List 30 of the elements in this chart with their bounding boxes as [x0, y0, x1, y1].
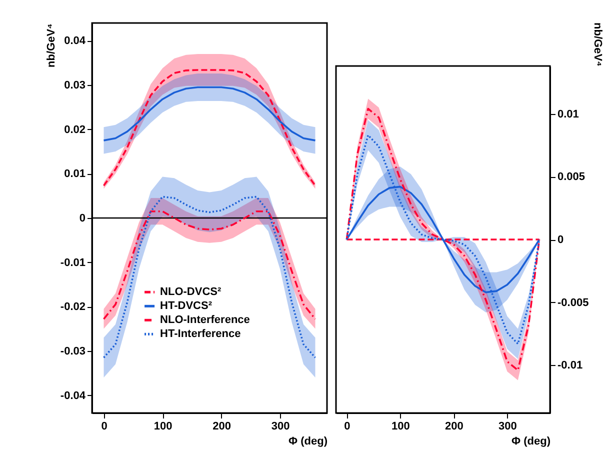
x-axis-title: Φ (deg) [288, 436, 328, 448]
x-tick-label: 200 [212, 420, 231, 432]
x-tick-label: 300 [271, 420, 290, 432]
y-tick-label: 0 [79, 212, 86, 224]
x-tick-label: 0 [101, 420, 108, 432]
y-tick-label: -0.01 [60, 256, 86, 269]
y-tick-label: -0.03 [60, 345, 86, 358]
y-tick-label: 0.02 [64, 124, 86, 136]
y-axis-title: nb/GeV⁴ [45, 24, 58, 68]
y-tick-label: 0 [558, 234, 564, 246]
y-tick-label: 0.01 [64, 168, 86, 180]
y-tick-label: -0.005 [558, 296, 589, 309]
y-tick-label: -0.01 [558, 360, 583, 372]
x-axis-title: Φ (deg) [512, 436, 551, 448]
legend-label: HT-DVCS² [160, 300, 212, 312]
y-tick-label: 0.01 [558, 108, 579, 120]
y-tick-label: -0.02 [60, 301, 86, 314]
x-tick-label: 200 [445, 420, 464, 432]
legend-label: NLO-Interference [160, 314, 250, 326]
x-tick-label: 100 [392, 420, 410, 432]
legend-label: HT-Interference [160, 328, 241, 340]
y-tick-label: 0.03 [64, 80, 86, 92]
x-tick-label: 300 [498, 420, 517, 432]
legend-label: NLO-DVCS² [160, 286, 222, 298]
y-tick-label: -0.04 [60, 390, 86, 402]
y-tick-label: 0.04 [64, 35, 86, 48]
x-tick-label: 100 [154, 420, 172, 432]
x-tick-label: 0 [344, 420, 350, 432]
y-axis-title: nb/GeV⁴ [592, 22, 604, 66]
y-tick-label: 0.005 [558, 171, 586, 184]
